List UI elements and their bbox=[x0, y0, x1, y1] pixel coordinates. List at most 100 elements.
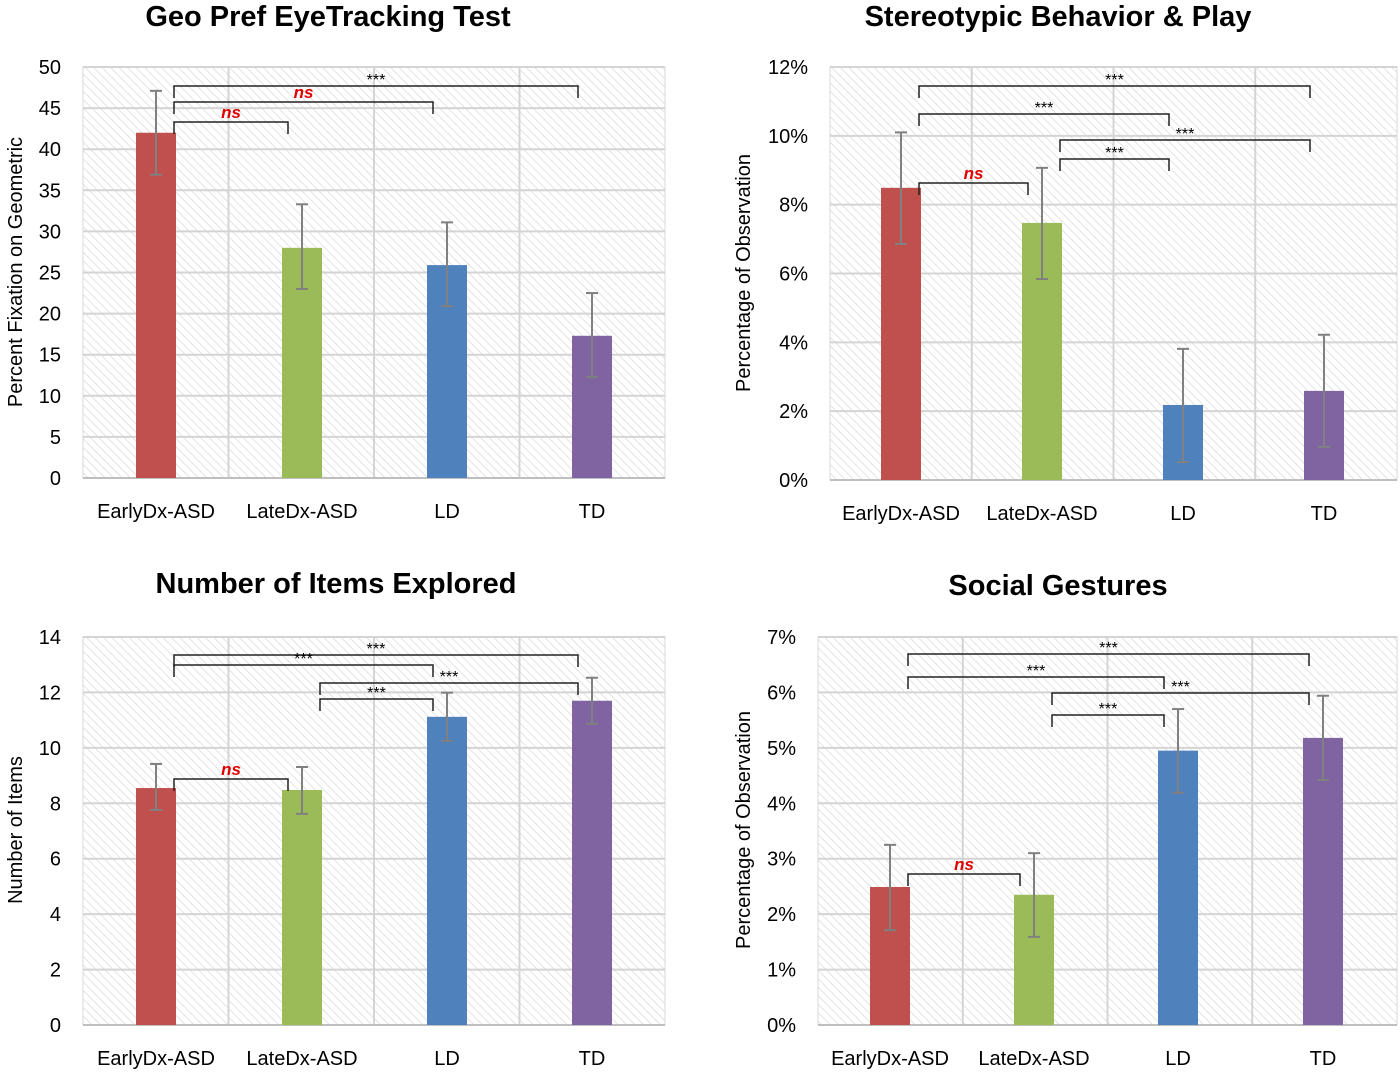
significance-bracket bbox=[173, 654, 579, 667]
y-tick-label: 50 bbox=[39, 57, 61, 79]
y-tick-label: 15 bbox=[39, 345, 61, 367]
y-tick-label: 0 bbox=[50, 1015, 61, 1037]
y-tick-label: 8% bbox=[779, 195, 808, 217]
y-tick-label: 4 bbox=[50, 904, 61, 926]
significance-bracket bbox=[173, 85, 579, 98]
bar-TD bbox=[1303, 737, 1343, 1025]
y-tick-label: 5 bbox=[50, 427, 61, 449]
chart-3: 0% 1% 2% 3% 4% 5% 6% 7% EarlyDx-ASD LateDx-ASD LD T… bbox=[733, 570, 1398, 1070]
x-tick-label: LateDx-ASD bbox=[986, 503, 1097, 525]
significance-label: *** bbox=[367, 641, 386, 658]
significance-bracket bbox=[173, 121, 289, 134]
significance-bracket bbox=[1051, 692, 1310, 705]
y-tick-label: 5% bbox=[767, 738, 796, 760]
chart-0: 0 5 10 15 20 25 30 35 40 45 50 EarlyDx-ASD LateDx-AS… bbox=[5, 1, 666, 523]
y-tick-label: 2 bbox=[50, 960, 61, 982]
significance-label: *** bbox=[1099, 701, 1118, 718]
x-tick-label: LateDx-ASD bbox=[978, 1048, 1089, 1070]
x-tick-label: LateDx-ASD bbox=[246, 501, 357, 523]
x-tick-label: LD bbox=[1165, 1048, 1191, 1070]
x-tick-label: LateDx-ASD bbox=[246, 1048, 357, 1070]
bar-EarlyDx-ASD bbox=[136, 132, 176, 478]
y-tick-label: 30 bbox=[39, 221, 61, 243]
y-tick-label: 0% bbox=[767, 1015, 796, 1037]
y-tick-label: 12 bbox=[39, 682, 61, 704]
y-tick-label: 45 bbox=[39, 98, 61, 120]
x-tick-label: EarlyDx-ASD bbox=[97, 501, 215, 523]
x-tick-label: TD bbox=[579, 1048, 606, 1070]
y-tick-label: 4% bbox=[767, 793, 796, 815]
significance-bracket bbox=[173, 101, 434, 114]
y-tick-label: 4% bbox=[779, 332, 808, 354]
y-tick-label: 0 bbox=[50, 468, 61, 490]
significance-bracket bbox=[173, 778, 289, 791]
significance-label: *** bbox=[1105, 72, 1124, 89]
x-tick-label: TD bbox=[1311, 503, 1338, 525]
significance-bracket bbox=[918, 182, 1029, 195]
y-tick-label: 6 bbox=[50, 849, 61, 871]
significance-label: *** bbox=[1099, 640, 1118, 657]
y-axis-label: Percentage of Observation bbox=[733, 711, 755, 949]
significance-label: ns bbox=[221, 760, 241, 779]
y-tick-label: 35 bbox=[39, 180, 61, 202]
significance-label: *** bbox=[367, 72, 386, 89]
significance-label: *** bbox=[1105, 145, 1124, 162]
y-tick-label: 6% bbox=[779, 264, 808, 286]
chart-1: 0% 2% 4% 6% 8% 10% 12% EarlyDx-ASD LateDx-ASD LD T… bbox=[733, 1, 1398, 525]
significance-label: ns bbox=[954, 855, 974, 874]
y-tick-label: 10 bbox=[39, 386, 61, 408]
y-tick-label: 1% bbox=[767, 960, 796, 982]
x-tick-label: LD bbox=[434, 501, 460, 523]
y-tick-label: 8 bbox=[50, 793, 61, 815]
y-tick-label: 3% bbox=[767, 849, 796, 871]
bar-LD bbox=[427, 716, 467, 1025]
y-tick-label: 40 bbox=[39, 139, 61, 161]
significance-bracket bbox=[319, 698, 434, 711]
x-tick-label: EarlyDx-ASD bbox=[842, 503, 960, 525]
significance-bracket bbox=[907, 653, 1310, 666]
y-tick-label: 6% bbox=[767, 682, 796, 704]
chart-title: Geo Pref EyeTracking Test bbox=[145, 1, 511, 33]
y-tick-label: 10% bbox=[768, 126, 808, 148]
significance-bracket bbox=[907, 873, 1021, 886]
significance-bracket bbox=[1059, 158, 1170, 171]
significance-bracket bbox=[319, 682, 579, 695]
x-tick-label: TD bbox=[1310, 1048, 1337, 1070]
y-tick-label: 25 bbox=[39, 263, 61, 285]
bar-TD bbox=[572, 700, 612, 1025]
significance-label: ns bbox=[964, 164, 984, 183]
y-tick-label: 20 bbox=[39, 304, 61, 326]
significance-bracket bbox=[918, 113, 1170, 126]
chart-2: 0 2 4 6 8 10 12 14 EarlyDx-ASD LateDx-ASD LD TD *** *… bbox=[5, 568, 666, 1070]
y-tick-label: 10 bbox=[39, 738, 61, 760]
x-tick-label: EarlyDx-ASD bbox=[97, 1048, 215, 1070]
significance-bracket bbox=[907, 676, 1165, 689]
significance-label: ns bbox=[294, 83, 314, 102]
significance-label: ns bbox=[221, 103, 241, 122]
y-axis-label: Percent Fixation on Geometric bbox=[5, 137, 27, 407]
y-tick-label: 2% bbox=[767, 904, 796, 926]
x-tick-label: EarlyDx-ASD bbox=[831, 1048, 949, 1070]
significance-label: *** bbox=[1035, 100, 1054, 117]
significance-bracket bbox=[1059, 139, 1311, 152]
y-tick-label: 7% bbox=[767, 627, 796, 649]
significance-label: *** bbox=[294, 651, 313, 668]
significance-label: *** bbox=[1176, 126, 1195, 143]
significance-label: *** bbox=[440, 669, 459, 686]
chart-title: Number of Items Explored bbox=[156, 568, 517, 600]
bar-LD bbox=[1158, 750, 1198, 1025]
y-tick-label: 0% bbox=[779, 470, 808, 492]
chart-title: Stereotypic Behavior & Play bbox=[865, 1, 1252, 33]
y-tick-label: 2% bbox=[779, 401, 808, 423]
bar-LateDx-ASD bbox=[282, 789, 322, 1025]
significance-label: *** bbox=[1171, 679, 1190, 696]
x-tick-label: LD bbox=[1170, 503, 1196, 525]
y-tick-label: 12% bbox=[768, 57, 808, 79]
bar-EarlyDx-ASD bbox=[136, 788, 176, 1025]
x-tick-label: LD bbox=[434, 1048, 460, 1070]
significance-bracket bbox=[1051, 714, 1165, 727]
y-axis-label: Percentage of Observation bbox=[733, 154, 755, 392]
y-tick-label: 14 bbox=[39, 627, 61, 649]
significance-bracket bbox=[173, 664, 434, 677]
